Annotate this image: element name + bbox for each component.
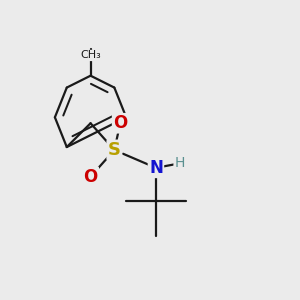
Text: O: O	[83, 168, 98, 186]
Text: H: H	[175, 156, 185, 170]
Text: CH₃: CH₃	[80, 50, 101, 60]
Text: N: N	[149, 159, 163, 177]
Text: O: O	[113, 114, 127, 132]
Text: S: S	[108, 141, 121, 159]
